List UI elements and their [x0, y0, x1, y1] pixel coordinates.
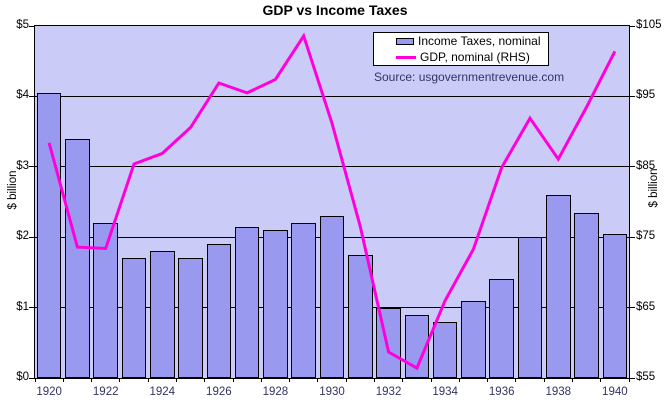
bar-1927 [234, 226, 260, 378]
x-axis-tick-mark [204, 378, 206, 382]
bar-1938 [545, 194, 571, 378]
bar-1928 [263, 230, 288, 378]
bar-1920 [36, 92, 62, 378]
left-axis-tick-label: $5 [16, 19, 29, 31]
bar-swatch-icon [396, 37, 414, 45]
x-axis-tick-mark [34, 378, 36, 382]
bar-1939 [574, 212, 599, 378]
x-axis-tick-mark [91, 378, 93, 382]
bar-1936 [489, 279, 515, 378]
x-axis-tick-mark [147, 378, 149, 382]
legend-item-gdp: GDP, nominal (RHS) [396, 50, 548, 64]
right-axis-tick-mark [629, 236, 635, 238]
bar-1931 [347, 254, 373, 378]
bar-1929 [291, 223, 317, 378]
left-axis-tick-label: $0 [16, 371, 29, 383]
x-axis-tick-mark [62, 378, 64, 382]
x-axis-label: 1932 [375, 386, 402, 398]
x-axis-tick-mark [345, 378, 347, 382]
bar-1932 [376, 307, 401, 378]
bar-1925 [178, 258, 203, 378]
line-swatch-icon [396, 55, 416, 59]
plot-area: $0 $1 $2 $3 $4 $5 $55 $65 $75 $85 $95 $105 1920 1922 1… [16, 19, 661, 398]
right-axis-tick-label: $55 [636, 371, 656, 383]
legend-bar-label: Income Taxes, nominal [418, 34, 541, 48]
x-axis-label: 1940 [602, 386, 628, 398]
x-axis-label: 1938 [545, 386, 572, 398]
gridline [35, 166, 629, 168]
bar-1930 [319, 216, 345, 378]
x-axis-tick-mark [317, 378, 319, 382]
x-axis-tick-mark [175, 378, 177, 382]
legend-line-label: GDP, nominal (RHS) [420, 50, 530, 64]
left-axis-tick-mark [29, 377, 35, 379]
right-axis-title: $ billion [648, 168, 660, 208]
left-axis-title: $ billion [7, 170, 19, 210]
gdp-line [47, 32, 617, 371]
left-axis-tick-label: $3 [16, 159, 29, 172]
left-axis-tick-label: $4 [16, 89, 29, 102]
x-axis-tick-mark [543, 378, 545, 382]
chart-title: GDP vs Income Taxes [262, 2, 408, 18]
right-axis-tick-mark [629, 377, 635, 379]
left-axis-tick-mark [29, 307, 35, 309]
right-axis-tick-label: $65 [636, 300, 656, 313]
left-axis-tick-label: $1 [16, 300, 29, 313]
legend-item-income-taxes: Income Taxes, nominal [396, 34, 548, 48]
x-axis-label: 1924 [149, 386, 176, 398]
bar-1923 [121, 258, 147, 378]
x-axis-tick-mark [402, 378, 404, 382]
x-axis-tick-mark [458, 378, 460, 382]
right-axis-tick-mark [629, 25, 635, 27]
left-axis-tick-mark [29, 236, 35, 238]
x-axis-tick-mark [487, 378, 489, 382]
legend: Income Taxes, nominal GDP, nominal (RHS) [373, 32, 549, 66]
right-axis-tick-mark [629, 95, 635, 97]
x-axis-tick-mark [515, 378, 517, 382]
x-axis-tick-mark [260, 378, 262, 382]
gridline [35, 95, 629, 97]
bar-1935 [461, 300, 486, 378]
left-axis-tick-mark [29, 25, 35, 27]
right-axis-tick-label: $105 [636, 19, 662, 31]
right-axis-tick-mark [629, 307, 635, 309]
x-axis-label: 1922 [92, 386, 119, 398]
x-axis-tick-mark [600, 378, 602, 382]
left-axis-tick-mark [29, 95, 35, 97]
bar-1937 [517, 237, 543, 378]
x-axis-tick-mark [232, 378, 234, 382]
bar-1926 [206, 244, 232, 378]
x-axis-tick-mark [119, 378, 121, 382]
right-axis-tick-label: $95 [636, 89, 656, 102]
x-axis-tick-mark [430, 378, 432, 382]
left-axis-tick-label: $2 [16, 230, 29, 243]
right-axis-tick-mark [629, 166, 635, 168]
x-axis-tick-mark [373, 378, 375, 382]
right-axis-tick-label: $75 [636, 230, 656, 243]
x-axis-label: 1920 [36, 386, 62, 398]
bar-1934 [432, 321, 458, 378]
right-axis-tick-label: $85 [636, 159, 656, 172]
bar-1921 [65, 138, 90, 378]
x-axis-tick-mark [571, 378, 573, 382]
x-axis-label: 1934 [432, 386, 458, 398]
bar-1924 [149, 251, 175, 378]
left-axis-tick-mark [29, 166, 35, 168]
source-note: Source: usgovernmentrevenue.com [374, 70, 565, 84]
x-axis-label: 1928 [262, 386, 289, 398]
x-axis-tick-mark [289, 378, 291, 382]
x-axis-label: 1936 [488, 386, 515, 398]
x-axis-label: 1926 [206, 386, 232, 398]
x-axis-tick-mark [628, 378, 630, 382]
bar-1940 [602, 233, 628, 378]
x-axis-label: 1930 [319, 386, 345, 398]
